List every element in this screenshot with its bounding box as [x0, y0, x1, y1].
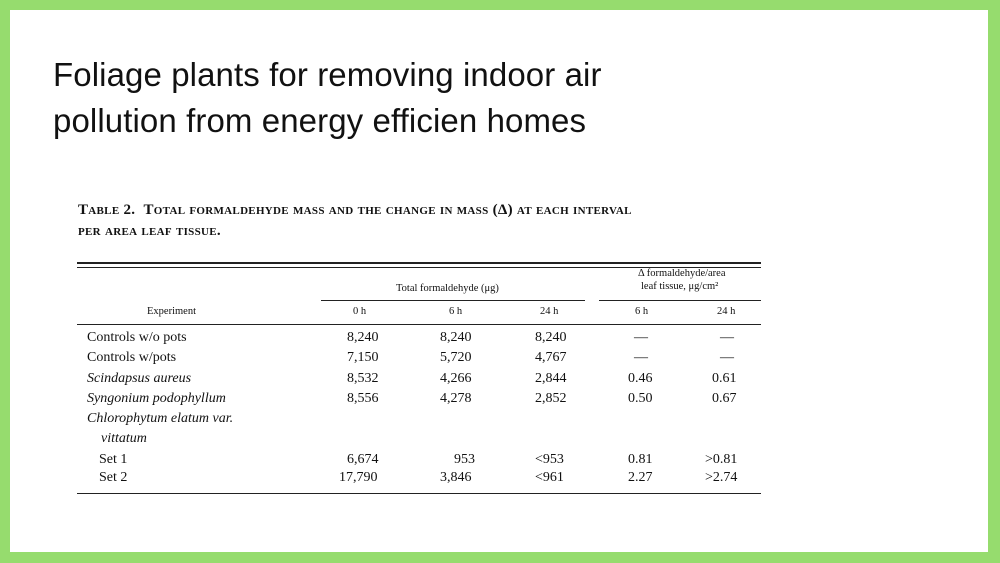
- title-line-1: Foliage plants for removing indoor air: [53, 56, 602, 93]
- cell: —: [720, 330, 734, 345]
- cell: 3,846: [440, 470, 472, 485]
- header-group-total: Total formaldehyde (μg): [396, 283, 499, 294]
- row-label: Controls w/pots: [87, 350, 177, 365]
- header-bottom-rule: [77, 324, 761, 325]
- header-col-delta-6h: 6 h: [635, 306, 649, 317]
- table-label: Table 2.: [78, 202, 136, 218]
- group-rule-total: [321, 300, 585, 301]
- cell: 8,556: [347, 391, 379, 406]
- table-bottom-rule: [77, 493, 761, 494]
- cell: 2,852: [535, 391, 567, 406]
- cell: 8,532: [347, 371, 379, 386]
- cell: —: [634, 350, 648, 365]
- cell: 8,240: [440, 330, 472, 345]
- cell: >2.74: [705, 470, 738, 485]
- cell: >0.81: [705, 452, 738, 467]
- cell: 6,674: [347, 452, 379, 467]
- cell: 4,767: [535, 350, 567, 365]
- cell: 0.67: [712, 391, 737, 406]
- cell: 953: [454, 452, 475, 467]
- header-col-0h: 0 h: [353, 306, 367, 317]
- caption-line-2: per area leaf tissue.: [78, 223, 221, 239]
- header-group-delta-2: leaf tissue, μg/cm²: [641, 281, 719, 292]
- cell: —: [634, 330, 648, 345]
- slide-title: Foliage plants for removing indoor air p…: [53, 52, 602, 144]
- header-group-delta-1: Δ formaldehyde/area: [638, 268, 726, 279]
- table-top-rule-2: [77, 267, 761, 268]
- row-label: Controls w/o pots: [87, 330, 187, 345]
- row-label-cont: vittatum: [101, 431, 147, 446]
- cell: 8,240: [347, 330, 379, 345]
- slide: [10, 10, 988, 552]
- cell: <961: [535, 470, 564, 485]
- caption-line-1: Total formaldehyde mass and the change i…: [143, 202, 632, 218]
- header-experiment: Experiment: [147, 306, 196, 317]
- row-label: Syngonium podophyllum: [87, 391, 226, 406]
- row-label: Set 1: [99, 452, 128, 467]
- row-label-species: Chlorophytum elatum var.: [87, 411, 234, 426]
- row-label: Scindapsus aureus: [87, 371, 192, 386]
- cell: 0.46: [628, 371, 653, 386]
- cell: 0.50: [628, 391, 653, 406]
- cell: 4,278: [440, 391, 472, 406]
- cell: —: [720, 350, 734, 365]
- cell: 17,790: [339, 470, 378, 485]
- cell: 8,240: [535, 330, 567, 345]
- cell: 4,266: [440, 371, 472, 386]
- title-line-2: pollution from energy efficien homes: [53, 102, 587, 139]
- table-top-rule: [77, 262, 761, 264]
- cell: 7,150: [347, 350, 379, 365]
- row-label: Set 2: [99, 470, 128, 485]
- cell: 2,844: [535, 371, 567, 386]
- header-col-delta-24h: 24 h: [717, 306, 736, 317]
- group-rule-delta: [599, 300, 761, 301]
- cell: 0.81: [628, 452, 653, 467]
- row-label: Chlorophytum elatum var.: [87, 411, 233, 427]
- cell: <953: [535, 452, 564, 467]
- cell: 2.27: [628, 470, 653, 485]
- cell: 0.61: [712, 371, 737, 386]
- header-col-24h: 24 h: [540, 306, 559, 317]
- header-col-6h: 6 h: [449, 306, 463, 317]
- table-caption: Table 2. Total formaldehyde mass and the…: [78, 200, 632, 242]
- cell: 5,720: [440, 350, 472, 365]
